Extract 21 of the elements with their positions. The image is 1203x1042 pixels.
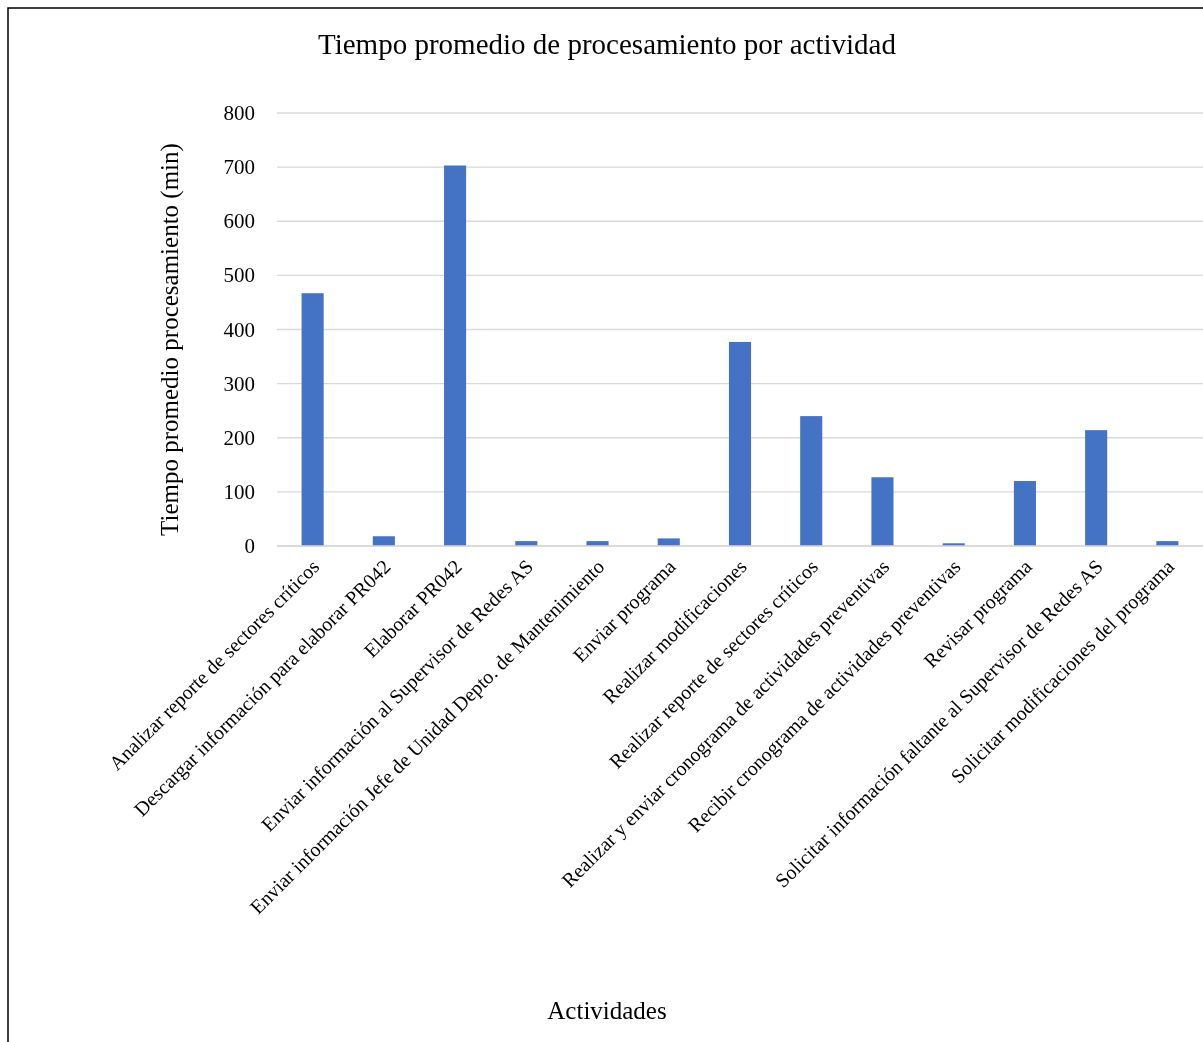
y-tick-label: 200 bbox=[223, 425, 255, 450]
bar bbox=[372, 536, 395, 546]
bar bbox=[800, 416, 823, 546]
chart-title: Tiempo promedio de procesamiento por actividad bbox=[318, 28, 897, 60]
bar bbox=[871, 477, 894, 546]
bar bbox=[1013, 481, 1036, 546]
bar bbox=[1085, 430, 1108, 546]
y-axis-title: Tiempo promedio procesamiento (min) bbox=[156, 143, 184, 536]
y-tick-label: 100 bbox=[223, 479, 255, 504]
y-tick-label: 300 bbox=[223, 371, 255, 396]
y-tick-label: 400 bbox=[223, 317, 255, 342]
bar bbox=[301, 293, 324, 546]
y-tick-label: 0 bbox=[244, 534, 255, 558]
y-tick-label: 500 bbox=[223, 263, 255, 288]
bar bbox=[657, 538, 680, 546]
bar bbox=[728, 341, 752, 546]
x-axis-title: Actividades bbox=[547, 997, 667, 1024]
y-tick-label: 700 bbox=[223, 155, 255, 180]
bar bbox=[444, 165, 467, 546]
y-tick-label: 600 bbox=[223, 209, 255, 234]
y-tick-label: 800 bbox=[223, 101, 255, 125]
